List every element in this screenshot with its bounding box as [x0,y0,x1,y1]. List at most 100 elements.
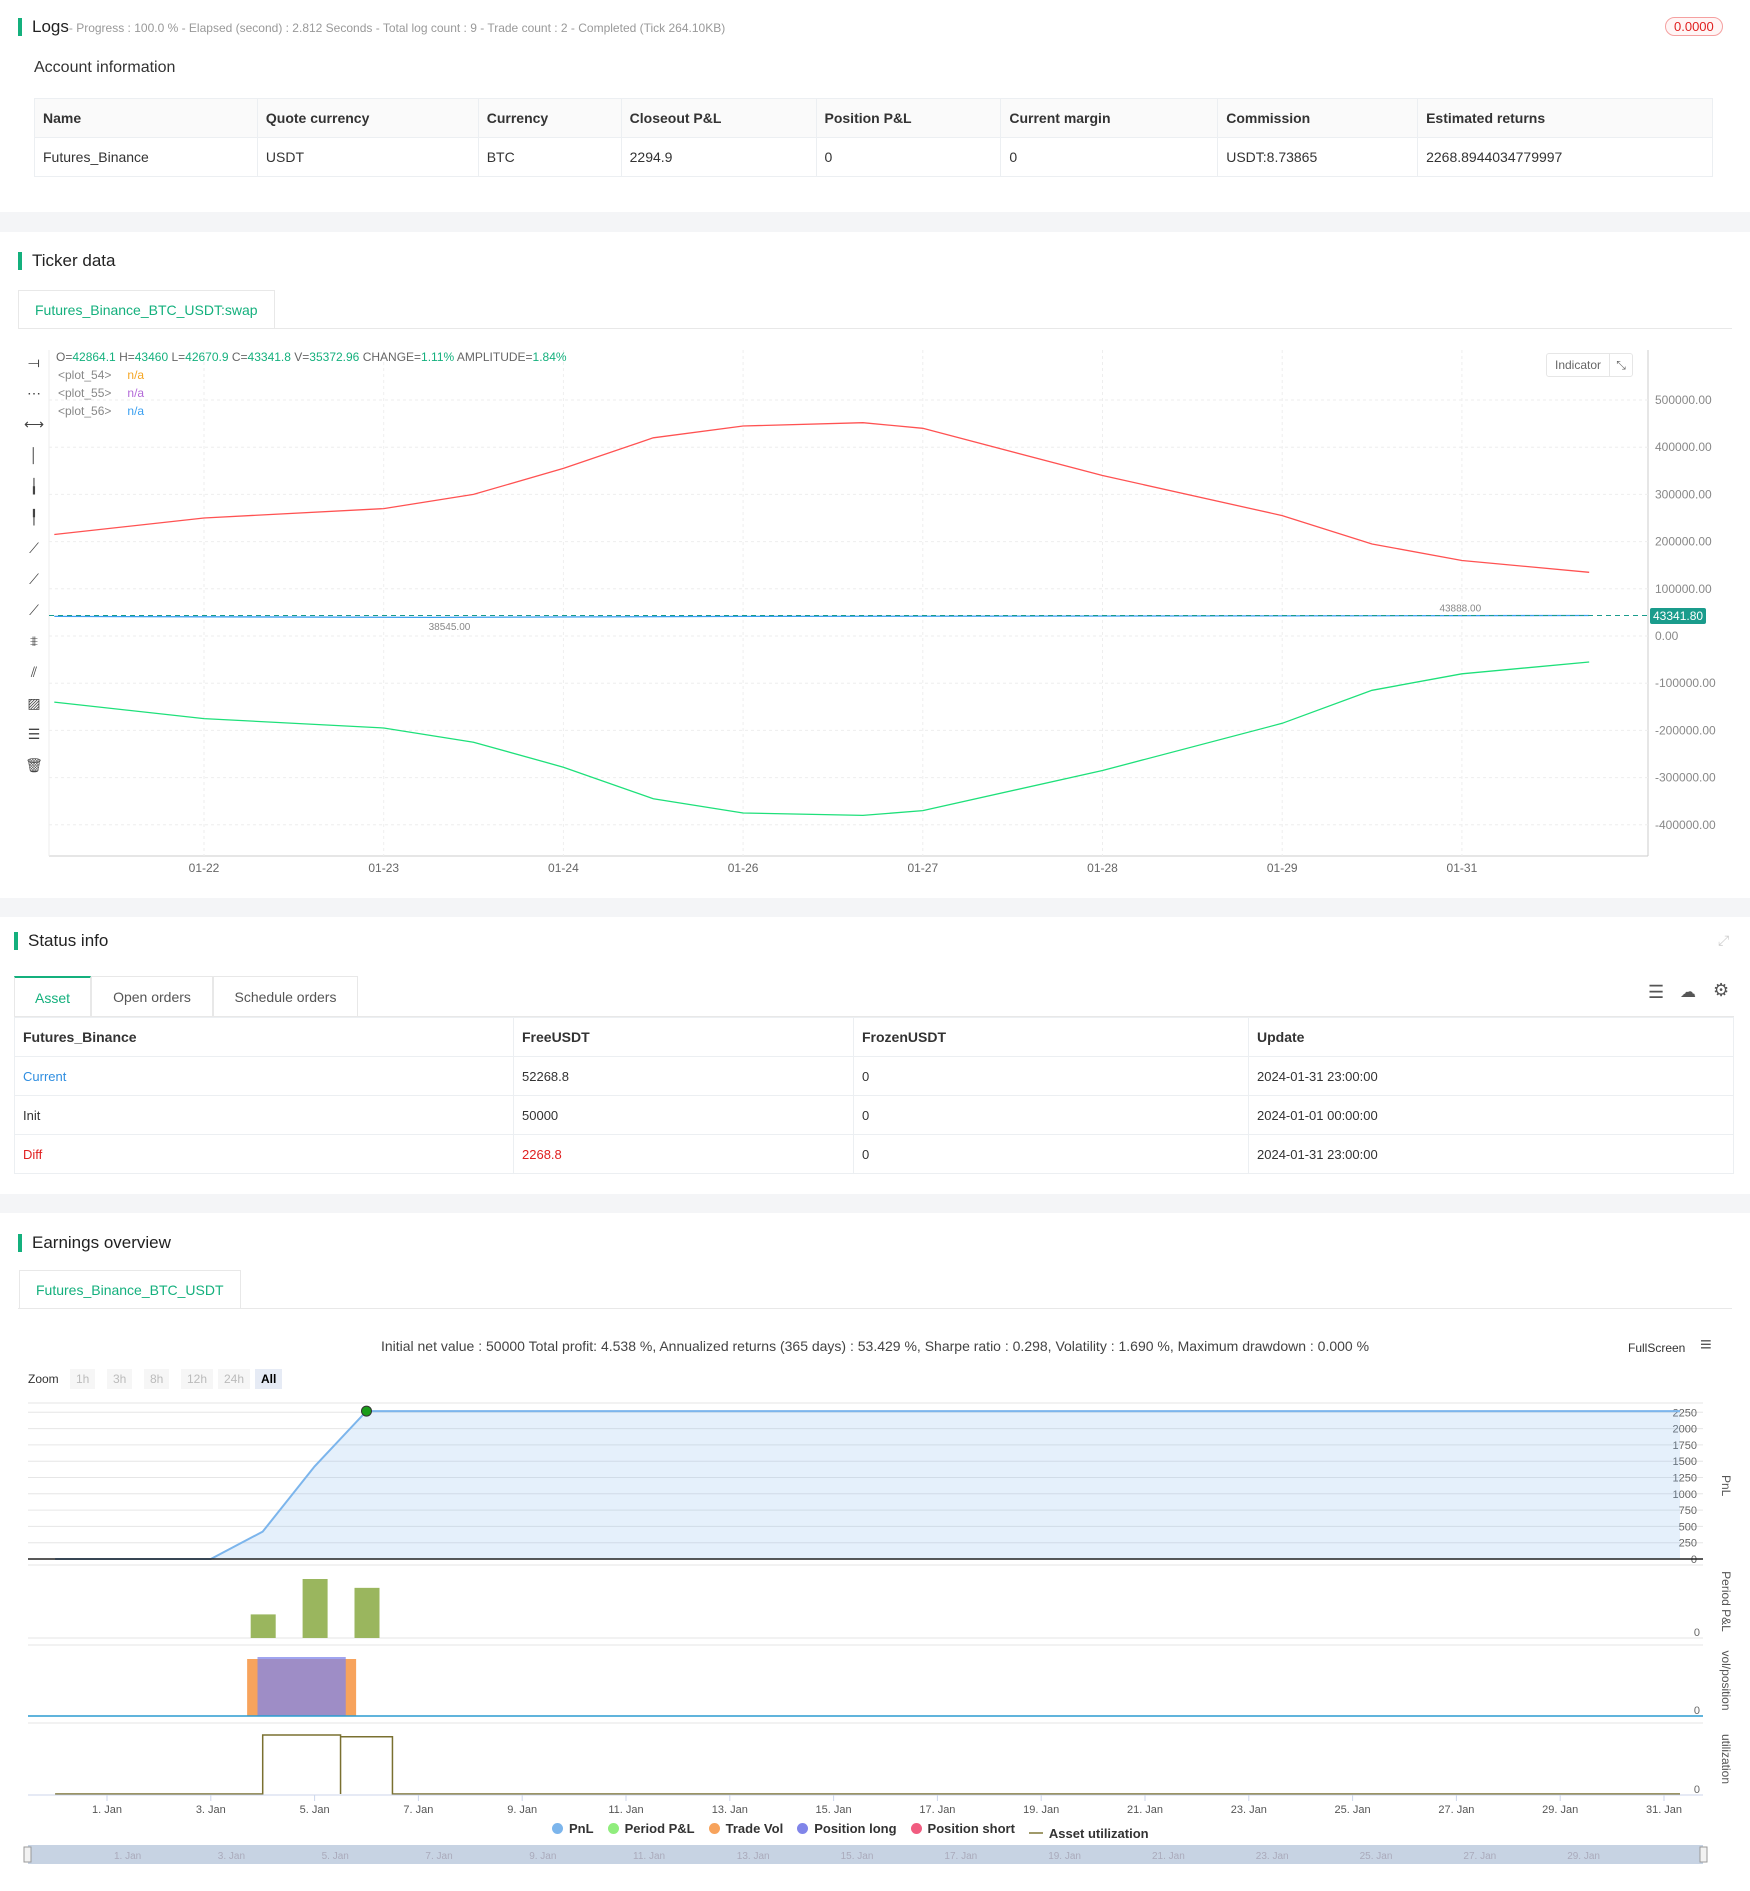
legend-item[interactable]: Asset utilization [1028,1825,1149,1841]
table-row: Diff 2268.8 0 2024-01-31 23:00:00 [14,1134,1734,1174]
plot-legend-item: <plot_54> n/a [58,368,144,382]
table-row: Init 50000 0 2024-01-01 00:00:00 [14,1095,1734,1135]
fullscreen-button[interactable]: FullScreen [1628,1341,1686,1355]
legend-label: Period P&L [624,1821,695,1836]
horizontal-segment-icon[interactable]: ⟷ [24,416,45,432]
ohlc-readout: O=42864.1 H=43460 L=42670.9 C=43341.8 V=… [56,350,567,364]
zoom-1h-button[interactable]: 1h [70,1369,96,1389]
row-label[interactable]: Current [14,1056,514,1096]
trash-icon[interactable]: 🗑 [25,757,43,773]
horizontal-ray-icon[interactable]: ⋯ [27,385,41,401]
period-pnl-bar [250,1614,276,1638]
x-tick-label: 01-28 [1087,861,1118,875]
row-label: Init [14,1095,514,1135]
legend-item[interactable]: Position short [910,1821,1015,1836]
pnl-axis-title: PnL [1719,1475,1733,1497]
table-cell: 2268.8 [513,1134,854,1174]
navigator-label: 29. Jan [1567,1851,1600,1862]
legend-item[interactable]: Period P&L [607,1821,695,1836]
zoom-all-button[interactable]: All [255,1369,283,1389]
tab-earnings-symbol[interactable]: Futures_Binance_BTC_USDT [19,1270,241,1308]
list-icon[interactable]: ☰ [1648,982,1665,1002]
plot-name: <plot_54> [58,368,112,382]
zoom-12h-button[interactable]: 12h [181,1369,214,1389]
zoom-8h-button[interactable]: 8h [144,1369,170,1389]
earnings-chart[interactable]: 2250200017501500125010007505002500PnL0Pe… [0,1395,1750,1875]
plot-name: <plot_55> [58,386,112,400]
x-tick-label: 17. Jan [919,1804,955,1816]
zoom-label: Zoom [28,1372,59,1386]
plot-legend-item: <plot_55> n/a [58,386,144,400]
profit-badge: 0.0000 [1665,17,1723,36]
indicator-button-group: Indicator ⤡ [1546,353,1634,377]
pnl-y-tick: 250 [1679,1538,1697,1550]
tab-schedule-orders[interactable]: Schedule orders [213,976,358,1016]
ticker-chart[interactable]: 500000.00 400000.00 300000.00 200000.00 1000… [0,340,1750,880]
column-header: Update [1248,1017,1734,1057]
tab-ticker-symbol[interactable]: Futures_Binance_BTC_USDT:swap [18,290,275,328]
price-annotation: 43888.00 [1439,603,1481,614]
fib-icon[interactable]: ▨ [27,695,41,711]
column-header: Futures_Binance [14,1017,514,1057]
ray-line-icon[interactable]: ⟋ [29,571,39,587]
legend-label: Asset utilization [1048,1825,1149,1841]
column-header: Current margin [1000,98,1219,138]
zoom-24h-button[interactable]: 24h [218,1369,251,1389]
pnl-y-tick: 750 [1679,1505,1697,1517]
circle-marker-icon [607,1823,619,1834]
navigator-label: 15. Jan [841,1851,874,1862]
collapse-icon[interactable]: ⤢ [1718,932,1730,948]
x-tick-label: 1. Jan [92,1804,122,1816]
x-tick-label: 01-29 [1267,861,1298,875]
horizontal-lines-icon[interactable]: ☰ [27,726,41,742]
navigator-label: 17. Jan [944,1851,977,1862]
x-tick-label: 01-27 [907,861,938,875]
utilization-line [55,1734,1680,1795]
vertical-line-icon[interactable]: │ [29,447,39,463]
account-table: Name Quote currency Currency Closeout P&L Po… [34,98,1713,177]
tab-asset[interactable]: Asset [14,976,91,1016]
parallel-channel-icon[interactable]: ⫽ [30,664,38,680]
zoom-3h-button[interactable]: 3h [107,1369,133,1389]
chart-menu-icon[interactable]: ≡ [1700,1334,1712,1356]
legend-item[interactable]: Position long [797,1821,897,1836]
x-tick-label: 9. Jan [507,1804,537,1816]
pnl-y-tick: 2000 [1673,1424,1697,1436]
y-tick-label: 100000.00 [1655,582,1712,596]
zero-tick: 0 [1694,1627,1700,1639]
x-tick-label: 27. Jan [1438,1804,1474,1816]
column-header: Commission [1217,98,1419,138]
navigator-handle-left[interactable] [23,1846,32,1863]
plot-name: <plot_56> [58,404,112,418]
plot-value: n/a [127,404,145,418]
navigator-handle-right[interactable] [1699,1846,1708,1863]
navigator-track[interactable] [28,1845,1703,1864]
column-header: Estimated returns [1417,98,1713,138]
x-tick-label: 01-31 [1447,861,1478,875]
trade-marker[interactable] [361,1405,372,1417]
earnings-title: Earnings overview [18,1234,171,1252]
horizontal-line-icon[interactable]: ⟞ [28,354,40,370]
table-cell: 2024-01-01 00:00:00 [1248,1095,1734,1135]
divider [0,212,1750,232]
legend-item[interactable]: PnL [552,1821,594,1836]
price-label-icon[interactable]: ⩨ [30,633,38,649]
settings-icon[interactable]: ⚙ [1713,980,1730,1000]
fullscreen-icon[interactable]: ⤡ [1616,358,1626,372]
trend-line-icon[interactable]: ⟋ [29,540,39,556]
indicator-button[interactable]: Indicator [1547,354,1611,376]
vertical-ray-icon[interactable]: ╽ [29,478,39,494]
y-tick-label: 300000.00 [1655,487,1712,501]
ticker-title: Ticker data [18,252,115,270]
pnl-y-tick: 0 [1691,1554,1697,1566]
tab-open-orders[interactable]: Open orders [91,976,213,1016]
pnl-y-tick: 1250 [1673,1473,1697,1485]
segment-icon[interactable]: ⟋ [29,602,39,618]
navigator-label: 23. Jan [1256,1851,1289,1862]
cloud-download-icon[interactable]: ☁ [1680,984,1696,1001]
column-header: Quote currency [256,98,479,138]
y-tick-label: -400000.00 [1655,818,1716,832]
vertical-segment-icon[interactable]: ╿ [29,509,39,525]
legend-item[interactable]: Trade Vol [708,1821,783,1836]
navigator-label: 7. Jan [425,1851,452,1862]
